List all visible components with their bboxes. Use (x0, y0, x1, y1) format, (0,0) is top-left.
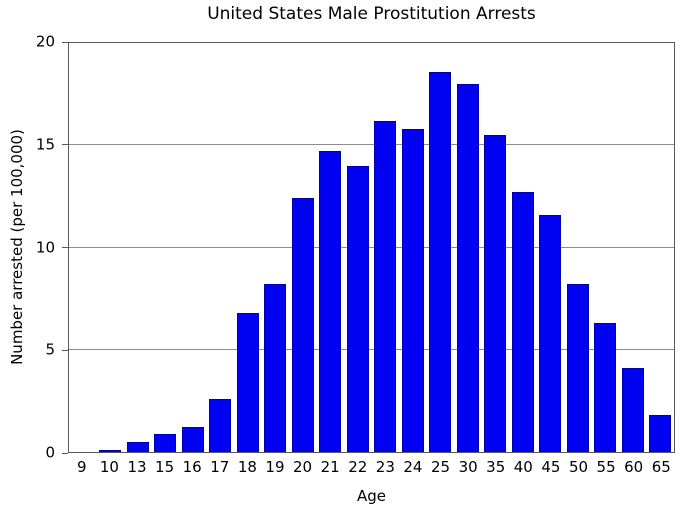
x-tick-label-23: 23 (375, 458, 395, 476)
bar-slot-age-16 (179, 43, 207, 452)
bar-age-10 (99, 449, 122, 452)
bar-age-13 (126, 441, 149, 452)
x-tick-label-15: 15 (155, 458, 175, 476)
x-tick-label-55: 55 (596, 458, 616, 476)
x-tick-label-65: 65 (651, 458, 671, 476)
x-tick-label-9: 9 (77, 458, 87, 476)
bar-slot-age-15 (152, 43, 180, 452)
bar-slot-age-65 (647, 43, 675, 452)
y-tick-label-20: 20 (35, 32, 55, 51)
bar-slot-age-24 (399, 43, 427, 452)
bar-age-17 (209, 398, 232, 452)
x-tick-label-13: 13 (127, 458, 147, 476)
bar-age-19 (264, 284, 287, 452)
bar-age-55 (594, 323, 617, 452)
bar-slot-age-25 (427, 43, 455, 452)
bar-age-40 (511, 192, 534, 452)
x-axis-label: Age (356, 487, 386, 505)
x-tick-label-25: 25 (430, 458, 451, 476)
bar-age-25 (429, 71, 452, 452)
x-tick-label-16: 16 (182, 458, 202, 476)
bar-slot-age-60 (619, 43, 647, 452)
bars-container (69, 43, 674, 452)
x-tick-label-40: 40 (513, 458, 533, 476)
y-tick-mark-20 (62, 41, 68, 43)
y-axis-ticks: 0 5 10 15 20 (0, 34, 68, 460)
y-tick-label-15: 15 (35, 135, 55, 154)
x-tick-label-24: 24 (403, 458, 423, 476)
bar-slot-age-20 (289, 43, 317, 452)
bar-age-23 (374, 120, 397, 452)
y-tick-label-0: 0 (45, 443, 55, 462)
y-tick-mark-0 (62, 452, 68, 454)
bar-slot-age-10 (97, 43, 125, 452)
x-tick-label-18: 18 (237, 458, 257, 476)
y-tick-mark-10 (62, 247, 68, 248)
bar-slot-age-18 (234, 43, 262, 452)
x-tick-label-60: 60 (624, 458, 644, 476)
plot-area (68, 42, 675, 453)
x-tick-label-30: 30 (458, 458, 478, 476)
x-tick-label-45: 45 (541, 458, 561, 476)
x-axis-ticks: 9 10 13 15 16 17 18 19 20 21 22 23 24 25 30 35 40 45 50 55 6… (68, 458, 675, 476)
chart-title: United States Male Prostitution Arrests (207, 4, 536, 24)
bar-slot-age-45 (537, 43, 565, 452)
bar-slot-age-55 (592, 43, 620, 452)
gridline-y-10 (69, 246, 674, 248)
bar-age-35 (484, 135, 507, 452)
bar-age-45 (539, 214, 562, 452)
bar-age-60 (621, 368, 644, 452)
bar-slot-age-21 (317, 43, 345, 452)
y-tick-label-10: 10 (35, 238, 55, 256)
y-tick-mark-5 (62, 349, 68, 351)
bar-age-50 (566, 284, 589, 452)
bar-slot-age-30 (454, 43, 482, 452)
bar-slot-age-50 (564, 43, 592, 452)
x-tick-label-21: 21 (320, 458, 340, 476)
bar-age-24 (401, 128, 424, 452)
x-tick-label-17: 17 (210, 458, 230, 476)
bar-slot-age-17 (207, 43, 235, 452)
bar-slot-age-23 (372, 43, 400, 452)
gridline-y-5 (69, 348, 674, 350)
bar-slot-age-22 (344, 43, 372, 452)
bar-slot-age-13 (124, 43, 152, 452)
bar-age-18 (236, 312, 259, 452)
bar-age-22 (346, 165, 369, 452)
bar-slot-age-40 (509, 43, 537, 452)
bar-age-16 (181, 427, 204, 452)
bar-age-30 (456, 83, 479, 452)
bar-age-15 (154, 433, 177, 452)
y-tick-label-5: 5 (45, 340, 55, 359)
x-tick-label-35: 35 (486, 458, 506, 476)
x-tick-label-50: 50 (568, 458, 589, 476)
bar-age-65 (649, 415, 672, 452)
bar-slot-age-9 (69, 43, 97, 452)
x-tick-label-22: 22 (348, 458, 368, 476)
gridline-y-15 (69, 144, 674, 146)
bar-slot-age-19 (262, 43, 290, 452)
bar-age-21 (319, 151, 342, 452)
x-tick-label-19: 19 (265, 458, 285, 476)
x-tick-label-10: 10 (99, 458, 119, 476)
y-tick-mark-15 (62, 144, 68, 146)
x-tick-label-20: 20 (293, 458, 313, 476)
bar-slot-age-35 (482, 43, 510, 452)
bar-age-20 (291, 198, 314, 452)
